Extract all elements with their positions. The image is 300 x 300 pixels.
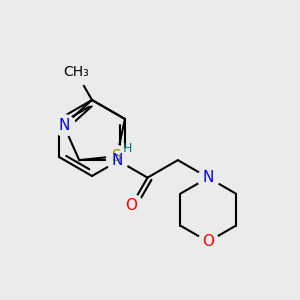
Text: N: N <box>58 118 69 133</box>
Text: O: O <box>202 234 214 249</box>
Text: N: N <box>202 170 214 185</box>
Text: O: O <box>125 198 137 213</box>
Text: CH₃: CH₃ <box>63 65 89 79</box>
Text: N: N <box>112 153 123 168</box>
Text: H: H <box>123 142 133 155</box>
Text: S: S <box>112 149 122 164</box>
